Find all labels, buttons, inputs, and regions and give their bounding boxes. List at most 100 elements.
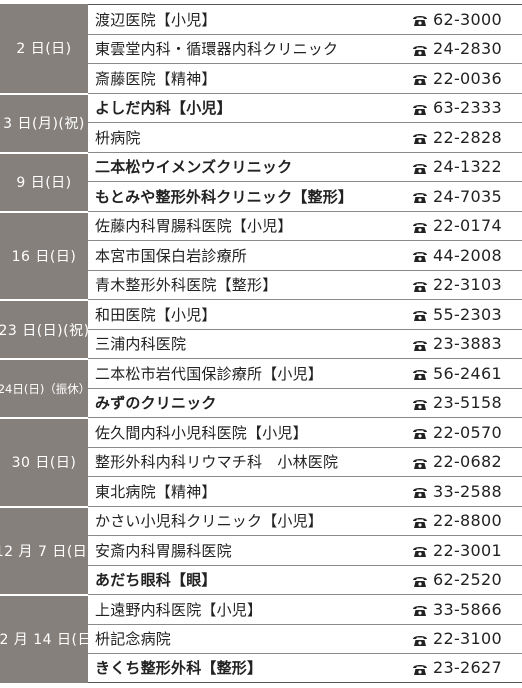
- clinic-name: 整形外科内科リウマチ科 小林医院: [95, 453, 339, 472]
- phone-number: 63-2333: [412, 98, 502, 117]
- clinic-name: 本宮市国保白岩診療所: [95, 246, 248, 265]
- telephone-icon: [412, 573, 428, 587]
- clinic-name: 佐久間内科小児科医院【小児】: [95, 423, 308, 442]
- clinic-name: きくち整形外科【整形】: [95, 659, 263, 678]
- phone-number-text: 55-2303: [433, 304, 502, 324]
- telephone-icon: [412, 455, 428, 469]
- phone-number: 22-3103: [412, 275, 502, 294]
- phone-number-text: 22-3103: [433, 275, 502, 295]
- phone-number-text: 24-7035: [433, 186, 502, 206]
- telephone-icon: [412, 484, 428, 499]
- telephone-icon: [412, 396, 428, 410]
- date-cell: 2 日(日): [0, 4, 88, 93]
- phone-number-text: 23-5158: [433, 393, 502, 413]
- phone-number: 24-1322: [412, 157, 502, 176]
- clinic-name: 上遠野内科医院【小児】: [95, 600, 263, 619]
- clinic-row: 枡記念病院 22-3100: [88, 623, 522, 654]
- phone-number-text: 22-3001: [433, 540, 502, 560]
- phone-number-text: 22-0682: [433, 452, 502, 472]
- telephone-icon: [412, 189, 428, 204]
- phone-number: 33-5866: [412, 600, 502, 619]
- telephone-icon: [412, 278, 428, 292]
- phone-number-text: 33-2588: [433, 481, 502, 501]
- clinic-row: 本宮市国保白岩診療所 44-2008: [88, 240, 522, 270]
- clinic-row: 和田医院【小児】 55-2303: [88, 299, 522, 329]
- telephone-icon: [412, 661, 428, 675]
- phone-number-text: 23-2627: [433, 658, 502, 678]
- clinic-row: もとみや整形外科クリニック【整形】 24-7035: [88, 181, 522, 211]
- telephone-icon: [412, 101, 428, 115]
- clinic-row: 渡辺医院【小児】 62-3000: [88, 4, 522, 34]
- telephone-icon: [412, 543, 428, 558]
- clinic-name: みずのクリニック: [95, 394, 217, 413]
- phone-number-text: 22-2828: [433, 127, 502, 147]
- phone-number: 24-2830: [412, 39, 502, 58]
- phone-number: 22-3100: [412, 629, 502, 648]
- clinic-row: みずのクリニック 23-5158: [88, 387, 522, 418]
- clinic-name: 枡記念病院: [95, 630, 172, 649]
- phone-number: 22-3001: [412, 541, 502, 560]
- phone-number: 23-2627: [412, 658, 502, 677]
- telephone-icon: [412, 602, 428, 617]
- clinic-name: 佐藤内科胃腸科医院【小児】: [95, 217, 293, 236]
- clinic-name: 斎藤医院【精神】: [95, 69, 217, 88]
- clinic-name: あだち眼科【眼】: [95, 571, 217, 590]
- clinic-name: 東雲堂内科・循環器内科クリニック: [95, 40, 339, 59]
- telephone-icon: [412, 514, 428, 528]
- date-cell: 12 月 7 日(日): [0, 505, 93, 594]
- phone-number: 24-7035: [412, 187, 502, 206]
- phone-number-text: 33-5866: [433, 599, 502, 619]
- phone-number-text: 62-2520: [433, 570, 502, 590]
- date-cell: 24日(日)（振休）: [0, 358, 90, 417]
- date-cell: 30 日(日): [0, 417, 88, 506]
- clinic-name: 三浦内科医院: [95, 335, 187, 354]
- telephone-icon: [412, 42, 428, 56]
- telephone-icon: [412, 425, 428, 440]
- phone-number: 22-0174: [412, 216, 502, 235]
- phone-number: 56-2461: [412, 364, 502, 383]
- clinic-row: 東雲堂内科・循環器内科クリニック 24-2830: [88, 33, 522, 64]
- phone-number-text: 62-3000: [433, 9, 502, 29]
- phone-number-text: 56-2461: [433, 363, 502, 383]
- phone-number: 55-2303: [412, 305, 502, 324]
- telephone-icon: [412, 337, 428, 351]
- clinic-row: 斎藤医院【精神】 22-0036: [88, 63, 522, 93]
- clinic-row: 佐久間内科小児科医院【小児】 22-0570: [88, 417, 522, 447]
- date-cell: 9 日(日): [0, 151, 88, 211]
- clinic-row: 青木整形外科医院【整形】 22-3103: [88, 269, 522, 300]
- phone-number: 22-2828: [412, 128, 502, 147]
- phone-number-text: 63-2333: [433, 98, 502, 118]
- clinic-row: 佐藤内科胃腸科医院【小児】 22-0174: [88, 210, 522, 241]
- telephone-icon: [412, 307, 428, 322]
- phone-number: 22-0682: [412, 452, 502, 471]
- clinic-name: 青木整形外科医院【整形】: [95, 276, 278, 295]
- telephone-icon: [412, 160, 428, 174]
- telephone-icon: [412, 130, 428, 145]
- date-cell: 12 月 14 日(日): [0, 594, 97, 683]
- phone-number: 62-3000: [412, 10, 502, 29]
- phone-number-text: 44-2008: [433, 245, 502, 265]
- date-cell: 23 日(日)(祝): [0, 299, 89, 358]
- clinic-name: 安斎内科胃腸科医院: [95, 541, 232, 560]
- date-cell: 3 日(月)(祝): [0, 92, 88, 152]
- telephone-icon: [412, 248, 428, 263]
- clinic-row: 整形外科内科リウマチ科 小林医院 22-0682: [88, 446, 522, 477]
- phone-number: 22-0036: [412, 69, 502, 88]
- phone-number: 22-0570: [412, 423, 502, 442]
- date-cell: 16 日(日): [0, 210, 88, 299]
- telephone-icon: [412, 366, 428, 381]
- phone-number: 44-2008: [412, 246, 502, 265]
- phone-number-text: 22-0036: [433, 68, 502, 88]
- phone-number: 22-8800: [412, 511, 502, 530]
- phone-number: 23-3883: [412, 334, 502, 353]
- clinic-row: あだち眼科【眼】 62-2520: [88, 564, 522, 595]
- phone-number: 33-2588: [412, 482, 502, 501]
- phone-number-text: 22-0174: [433, 216, 502, 236]
- clinic-row: 三浦内科医院 23-3883: [88, 328, 522, 359]
- clinic-name: かさい小児科クリニック【小児】: [95, 512, 324, 531]
- clinic-row: 安斎内科胃腸科医院 22-3001: [88, 535, 522, 565]
- telephone-icon: [412, 71, 428, 86]
- telephone-icon: [412, 632, 428, 646]
- phone-number-text: 22-0570: [433, 422, 502, 442]
